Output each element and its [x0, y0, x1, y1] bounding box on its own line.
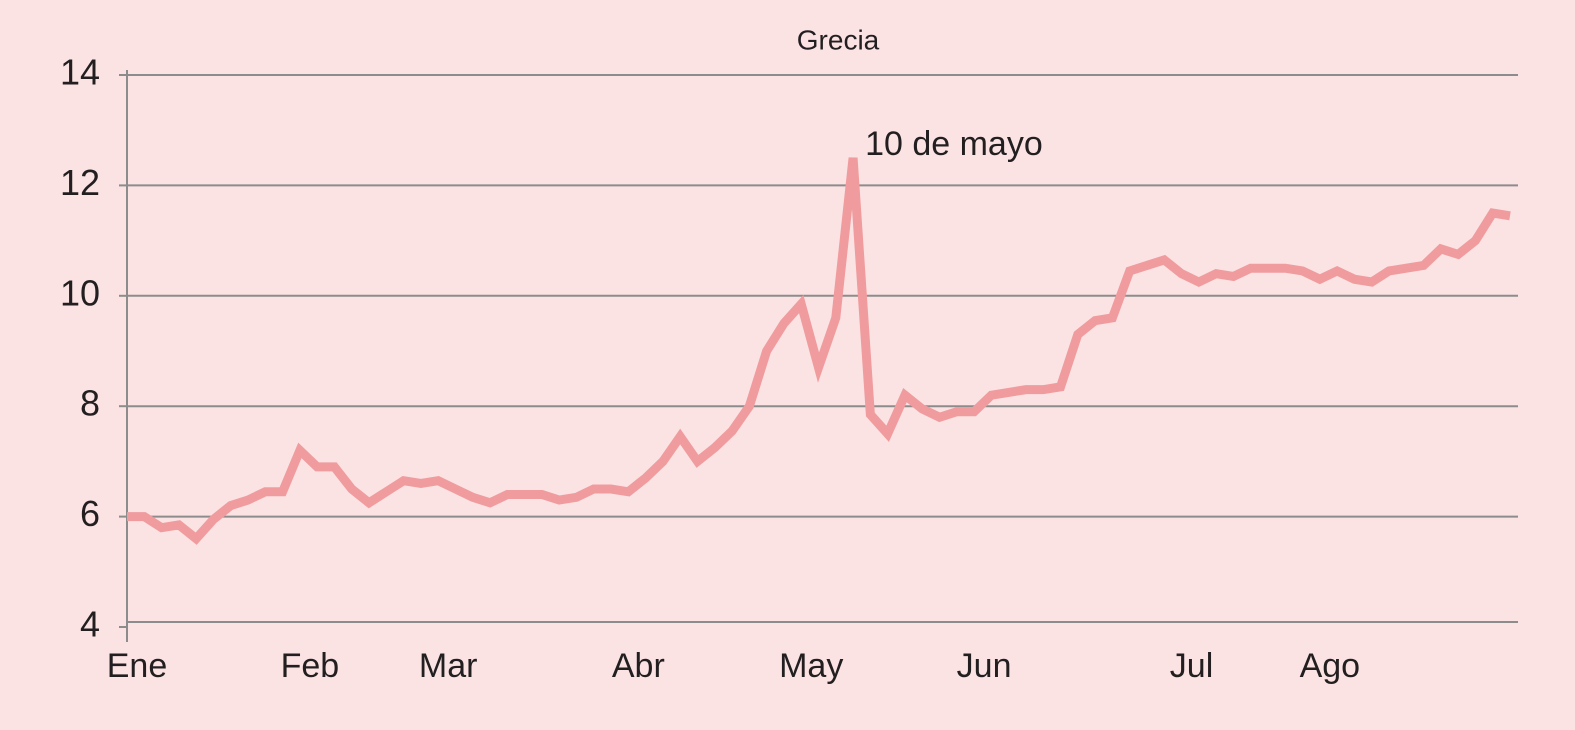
line — [127, 157, 1511, 545]
x-tick-label: Mar — [419, 647, 478, 685]
y-tick-label: 10 — [60, 272, 100, 313]
annotation: 10 de mayo — [865, 125, 1043, 163]
y-tick-label: 8 — [80, 383, 100, 424]
x-tick-label: Jun — [957, 647, 1012, 685]
y-tick-label: 12 — [60, 162, 100, 203]
x-tick-label: Ene — [107, 647, 168, 685]
x-tick-label: May — [779, 647, 843, 685]
x-tick-label: Abr — [612, 647, 665, 685]
x-tick-label: Jul — [1170, 647, 1213, 685]
x-tick-label: Ago — [1300, 647, 1361, 685]
y-tick-label: 14 — [60, 52, 100, 93]
chart-title: Grecia — [797, 24, 880, 55]
y-tick-label: 4 — [80, 604, 100, 645]
x-tick-label: Feb — [281, 647, 340, 685]
y-tick-label: 6 — [80, 493, 100, 534]
